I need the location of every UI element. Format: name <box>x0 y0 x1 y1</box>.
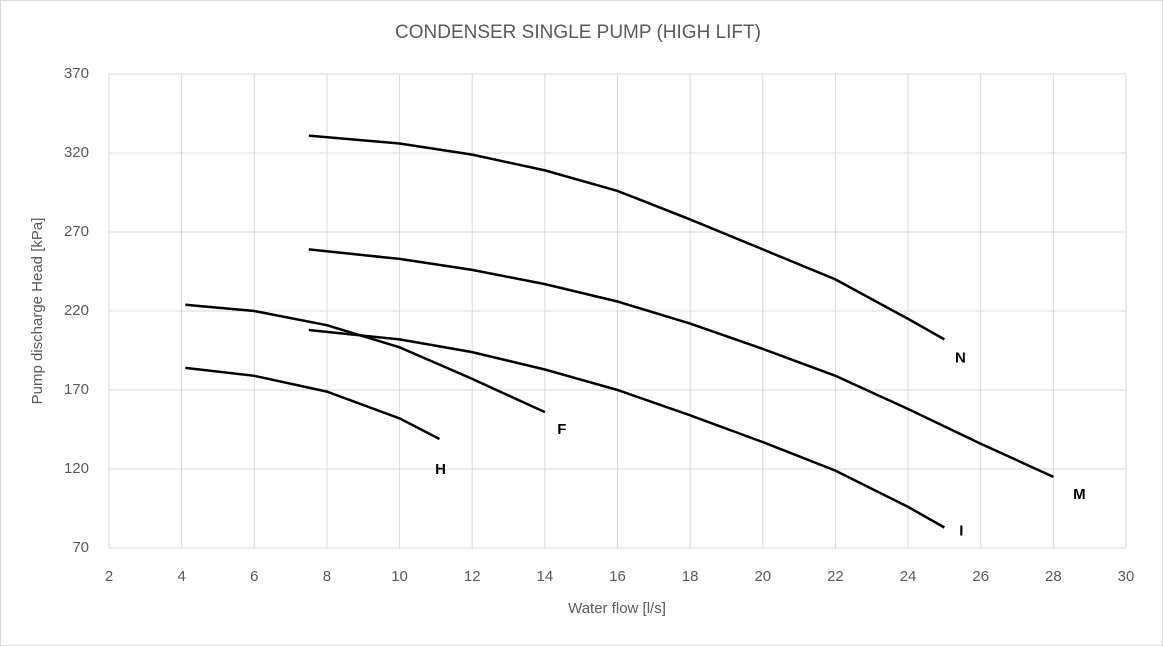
y-tick-label: 320 <box>64 144 89 161</box>
y-tick-label: 70 <box>72 539 89 556</box>
curve <box>185 366 441 441</box>
series-label: H <box>435 461 446 478</box>
x-tick-label: 10 <box>391 568 408 585</box>
series-label: I <box>959 522 963 539</box>
x-tick-label: 18 <box>682 568 699 585</box>
y-tick-label: 220 <box>64 302 89 319</box>
x-tick-label: 6 <box>250 568 258 585</box>
x-tick-label: 2 <box>105 568 113 585</box>
curve <box>308 134 946 341</box>
x-tick-label: 4 <box>177 568 185 585</box>
y-tick-label: 170 <box>64 381 89 398</box>
x-tick-label: 20 <box>754 568 771 585</box>
x-tick-label: 12 <box>464 568 481 585</box>
x-tick-label: 30 <box>1118 568 1135 585</box>
curve <box>308 248 1054 479</box>
chart-title: CONDENSER SINGLE PUMP (HIGH LIFT) <box>395 22 761 43</box>
series-label: M <box>1073 486 1086 503</box>
y-axis-label: Pump discharge Head [kPa] <box>29 218 46 405</box>
y-tick-label: 270 <box>64 223 89 240</box>
x-tick-label: 22 <box>827 568 844 585</box>
x-tick-label: 14 <box>537 568 554 585</box>
x-axis-label: Water flow [l/s] <box>568 600 666 617</box>
curve <box>185 303 546 414</box>
series-label: F <box>557 421 566 438</box>
x-tick-label: 26 <box>972 568 989 585</box>
x-tick-label: 8 <box>323 568 331 585</box>
y-tick-label: 370 <box>64 65 89 82</box>
y-tick-label: 120 <box>64 460 89 477</box>
series-label: N <box>955 349 966 366</box>
curve <box>308 328 946 529</box>
x-tick-label: 16 <box>609 568 626 585</box>
x-tick-label: 28 <box>1045 568 1062 585</box>
x-tick-label: 24 <box>900 568 917 585</box>
